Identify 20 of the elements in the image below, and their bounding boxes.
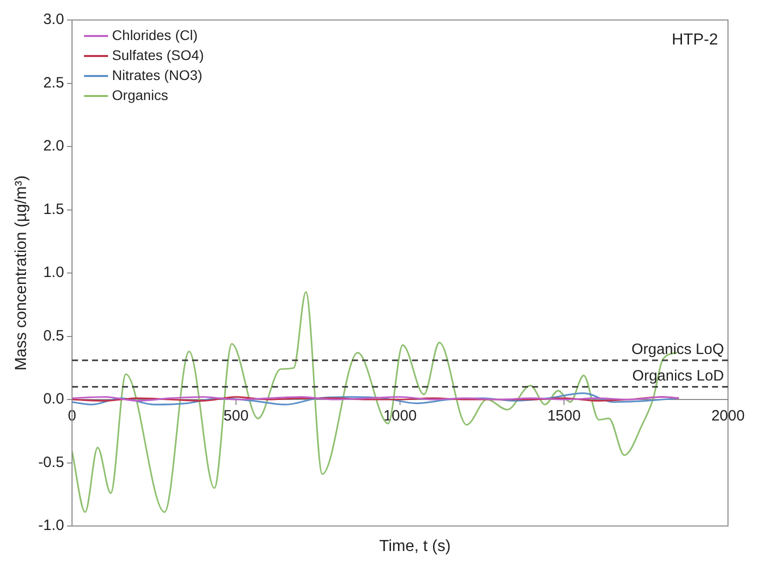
x-tick-label: 500 <box>224 408 249 425</box>
y-tick-label: 1.5 <box>43 200 64 218</box>
y-tick-label: 3.0 <box>43 11 64 28</box>
x-axis-title: Time, t (s) <box>378 538 452 556</box>
legend-label: Chlorides (Cl) <box>112 26 198 43</box>
y-tick-label: 2.0 <box>43 138 64 155</box>
annotation: HTP-2 <box>672 31 718 48</box>
y-tick-label: 0.5 <box>43 327 64 344</box>
legend-label: Sulfates (SO4) <box>112 46 204 63</box>
y-tick-label: 0.0 <box>43 390 64 408</box>
x-tick-label: 1500 <box>547 408 581 425</box>
x-tick-label: 2000 <box>711 408 745 425</box>
y-tick-label: 1.0 <box>43 264 64 282</box>
ref-line-label: Organics LoQ <box>631 340 724 358</box>
legend-label: Nitrates (NO3) <box>112 66 202 83</box>
y-tick-label: 2.5 <box>43 74 64 92</box>
legend-label: Organics <box>112 86 168 103</box>
y-tick-label: -1.0 <box>38 517 64 534</box>
y-tick-label: -0.5 <box>38 454 64 471</box>
y-axis-title: Mass concentration (µg/m³) <box>13 175 30 371</box>
